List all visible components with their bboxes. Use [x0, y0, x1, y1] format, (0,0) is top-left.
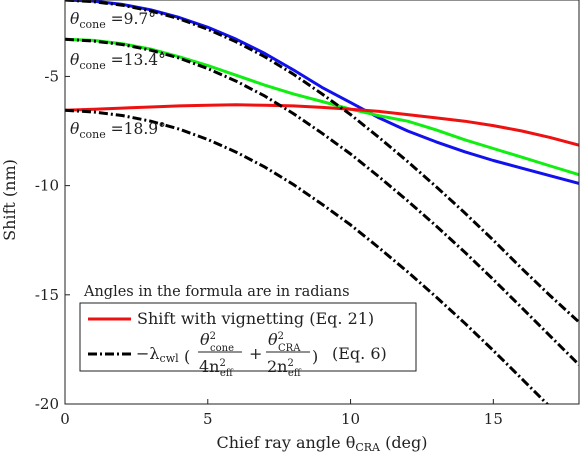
series-line-5 [65, 37, 579, 366]
y-tick-label: -15 [35, 286, 59, 304]
y-tick-label: -5 [44, 67, 59, 85]
axes-frame [64, 0, 580, 405]
x-tick-label: 10 [341, 410, 360, 428]
legend: Angles in the formula are in radians Shi… [79, 284, 417, 379]
tick-layer: 0 5 10 15 -5 -10 -15 -20 [35, 67, 503, 428]
formula-paren-right: ) [312, 347, 318, 366]
y-axis-title: Shift (nm) [0, 159, 19, 241]
legend-label-vignetting: Shift with vignetting (Eq. 21) [137, 309, 374, 328]
svg-text:(Eq. 6): (Eq. 6) [332, 344, 387, 363]
series-line-4 [65, 0, 579, 324]
legend-note: Angles in the formula are in radians [83, 284, 350, 300]
annotation-cone-9-7: θcone =9.7° [70, 10, 156, 31]
annotation-cone-13-4: θcone =13.4° [70, 51, 166, 72]
formula-paren-left: ( [184, 347, 190, 366]
x-tick-label: 15 [484, 410, 503, 428]
x-axis-title: Chief ray angle θCRA (deg) [216, 433, 427, 454]
annotation-cone-18-9: θcone =18.9° [70, 120, 166, 141]
svg-text:+: + [249, 344, 262, 363]
x-tick-label: 5 [203, 410, 213, 428]
series-line-6 [65, 108, 550, 404]
legend-box [79, 302, 417, 372]
series-layer [65, 0, 579, 404]
y-tick-label: -10 [35, 177, 59, 195]
svg-text:−λcwl: −λcwl [136, 344, 179, 365]
series-line-3 [65, 103, 579, 147]
y-tick-label: -20 [35, 395, 59, 413]
legend-label-formula: −λcwl ( θ2 cone 4n2 eff + θ2 CRA 2n2 eff ) (… [136, 330, 387, 379]
x-tick-label: 0 [60, 410, 70, 428]
